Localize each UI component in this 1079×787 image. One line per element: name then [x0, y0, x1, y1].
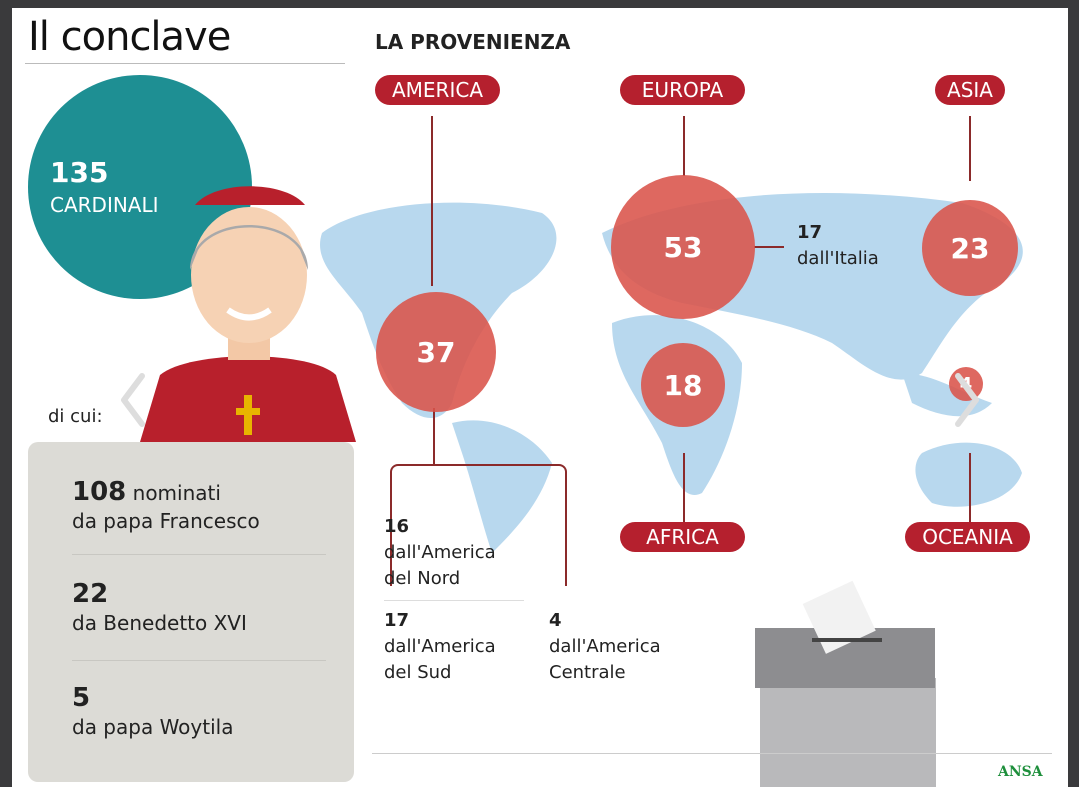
america-centrale: 4 dall'America Centrale: [549, 608, 661, 686]
america-nord-value: 16: [384, 516, 410, 537]
america-arrow: [431, 116, 433, 286]
total-label: CARDINALI: [50, 193, 159, 217]
america-sud-line2: del Sud: [384, 662, 452, 683]
africa-arrow: [683, 453, 685, 523]
oceania-arrow: [969, 453, 971, 523]
africa-bubble: 18: [641, 343, 725, 427]
ballot-box-illustration: [755, 580, 936, 787]
america-label: AMERICA: [375, 75, 500, 105]
america-bubble: 37: [376, 292, 496, 412]
chevron-left-icon[interactable]: [118, 372, 148, 428]
america-nord: 16 dall'America del Nord: [384, 514, 496, 592]
italy-text: dall'Italia: [797, 248, 879, 269]
page-title: Il conclave: [28, 14, 231, 60]
breakdown-value: 108: [72, 477, 127, 507]
breakdown-item: 108 nominati da papa Francesco: [72, 478, 260, 535]
africa-label: AFRICA: [620, 522, 745, 552]
america-nord-line2: del Nord: [384, 568, 461, 589]
section-title: LA PROVENIENZA: [375, 30, 571, 54]
america-split-bracket: [390, 464, 567, 586]
breakdown-text: da papa Francesco: [72, 509, 260, 533]
asia-bubble: 23: [922, 200, 1018, 296]
ansa-logo: ANSA: [998, 764, 1043, 780]
america-split-line: [433, 408, 435, 465]
italy-value: 17: [797, 222, 823, 243]
cardinal-illustration: [140, 186, 356, 442]
america-sud-value: 17: [384, 610, 410, 631]
italy-arrow: [754, 246, 784, 248]
italy-note: 17 dall'Italia: [797, 220, 879, 272]
breakdown-item: 5 da papa Woytila: [72, 684, 233, 741]
divider: [25, 63, 345, 64]
divider: [372, 753, 1052, 754]
total-value: 135: [50, 156, 109, 189]
breakdown-panel: 108 nominati da papa Francesco 22 da Ben…: [28, 442, 354, 782]
europa-label: EUROPA: [620, 75, 745, 105]
divider: [384, 600, 524, 601]
europa-bubble: 53: [611, 175, 755, 319]
america-nord-line1: dall'America: [384, 542, 496, 563]
oceania-label: OCEANIA: [905, 522, 1030, 552]
chevron-right-icon[interactable]: [952, 372, 982, 428]
asia-label: ASIA: [935, 75, 1005, 105]
america-sud-line1: dall'America: [384, 636, 496, 657]
divider: [72, 554, 326, 555]
breakdown-value: 22: [72, 579, 109, 609]
europa-arrow: [683, 116, 685, 176]
america-sud: 17 dall'America del Sud: [384, 608, 496, 686]
america-centrale-line2: Centrale: [549, 662, 626, 683]
breakdown-label: di cui:: [48, 406, 103, 427]
breakdown-value: 5: [72, 683, 91, 713]
america-centrale-line1: dall'America: [549, 636, 661, 657]
america-centrale-value: 4: [549, 610, 562, 631]
breakdown-text: nominati: [132, 481, 221, 505]
infographic: Il conclave LA PROVENIENZA AMERICA EUROP…: [12, 8, 1068, 787]
divider: [72, 660, 326, 661]
asia-arrow: [969, 116, 971, 181]
breakdown-text: da papa Woytila: [72, 715, 234, 739]
breakdown-item: 22 da Benedetto XVI: [72, 580, 247, 637]
breakdown-text: da Benedetto XVI: [72, 611, 247, 635]
